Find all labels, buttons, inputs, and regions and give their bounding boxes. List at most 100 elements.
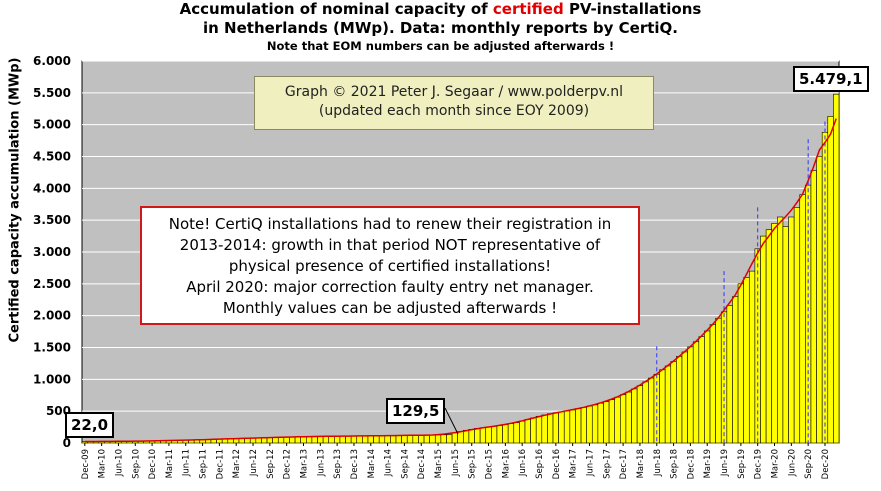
- bar: [429, 434, 436, 444]
- x-tick-label: Sep-19: [737, 449, 747, 479]
- bar: [614, 396, 621, 444]
- bar: [294, 436, 301, 444]
- bar: [434, 434, 442, 444]
- bar: [305, 436, 313, 444]
- bar: [418, 434, 425, 444]
- bar: [558, 411, 565, 444]
- bar: [446, 434, 453, 444]
- x-tick-label: Sep-10: [131, 449, 141, 479]
- bar: [799, 194, 806, 444]
- x-tick-label: Dec-19: [754, 449, 764, 479]
- y-tick-label: 1.000: [33, 372, 71, 386]
- x-tick-label: Mar-20: [771, 449, 781, 478]
- x-tick-label: Mar-14: [367, 449, 377, 478]
- bar: [339, 435, 346, 444]
- bar: [362, 435, 369, 444]
- bar: [485, 426, 492, 444]
- x-tick-label: Dec-10: [148, 449, 158, 479]
- bar: [541, 414, 548, 444]
- x-tick-label: Dec-20: [821, 449, 831, 479]
- bar: [704, 330, 711, 444]
- mid-label-pointer: [444, 407, 459, 435]
- x-tick-label: Jun-10: [114, 449, 124, 477]
- bar: [507, 423, 515, 444]
- bar: [463, 429, 470, 444]
- y-tick-label: 6.000: [33, 54, 71, 68]
- bar: [788, 216, 795, 444]
- first-value-label: 22,0: [65, 412, 115, 438]
- bar: [322, 436, 330, 444]
- bar: [816, 156, 823, 444]
- bar: [378, 435, 386, 444]
- note-line: Monthly values can be adjusted afterward…: [222, 299, 558, 317]
- bar: [390, 435, 397, 444]
- mid-value-label: 129,5: [386, 398, 446, 424]
- note-box: Note! CertiQ installations had to renew …: [140, 206, 640, 325]
- bar: [591, 404, 599, 444]
- bar: [289, 436, 296, 444]
- x-tick-label: Dec-17: [619, 449, 629, 479]
- bar: [631, 388, 638, 444]
- x-tick-label: Jun-13: [316, 449, 326, 477]
- bar: [479, 427, 487, 444]
- chart-title-line2: in Netherlands (MWp). Data: monthly repo…: [203, 19, 678, 37]
- last-value-label: 5.479,1: [793, 66, 869, 92]
- y-tick-label: 2.000: [33, 309, 71, 323]
- bar: [827, 116, 834, 444]
- bar: [474, 428, 481, 444]
- x-tick-label: Mar-19: [703, 449, 713, 478]
- credit-box: Graph © 2021 Peter J. Segaar / www.polde…: [254, 76, 654, 130]
- bar: [328, 435, 335, 444]
- x-tick-label: Jun-18: [653, 449, 663, 477]
- bar: [535, 415, 543, 444]
- bar: [384, 435, 391, 444]
- bar: [261, 437, 268, 444]
- bar: [491, 426, 498, 444]
- y-tick-label: 0: [63, 436, 71, 450]
- bar: [440, 434, 447, 444]
- y-tick-label: 3.500: [33, 213, 71, 227]
- x-tick-label: Sep-17: [602, 449, 612, 479]
- x-tick-label: Sep-14: [400, 449, 410, 479]
- x-tick-label: Sep-15: [468, 449, 478, 479]
- x-tick-label: Mar-10: [98, 449, 108, 478]
- x-tick-label: Dec-11: [215, 449, 225, 479]
- x-tick-label: Mar-16: [501, 449, 511, 478]
- y-tick-label: 1.500: [33, 341, 71, 355]
- x-tick-label: Jun-12: [249, 449, 259, 477]
- bar: [401, 435, 408, 444]
- bar: [732, 296, 739, 444]
- x-tick-label: Dec-12: [283, 449, 293, 479]
- bar: [519, 420, 526, 444]
- bar: [833, 93, 840, 444]
- bar: [373, 435, 380, 444]
- bar: [777, 216, 784, 444]
- x-tick-label: Dec-18: [686, 449, 696, 479]
- credit-line1: Graph © 2021 Peter J. Segaar / www.polde…: [284, 84, 624, 100]
- bar: [266, 437, 273, 444]
- x-tick-label: Dec-14: [417, 449, 427, 479]
- bar: [597, 402, 604, 444]
- x-tick-label: Jun-17: [585, 449, 595, 477]
- bar: [743, 277, 750, 444]
- x-tick-label: Dec-13: [350, 449, 360, 479]
- bar: [748, 270, 756, 444]
- bar: [334, 435, 341, 444]
- x-tick-label: Jun-11: [182, 449, 192, 477]
- y-tick-label: 3.000: [33, 245, 71, 259]
- bar: [659, 369, 666, 444]
- bar: [737, 283, 744, 444]
- bar: [810, 170, 817, 444]
- x-tick-label: Mar-12: [232, 449, 242, 478]
- note-line: Note! CertiQ installations had to renew …: [168, 215, 612, 233]
- bar: [603, 401, 610, 444]
- bar: [760, 235, 767, 444]
- bar: [524, 419, 531, 444]
- bar: [726, 305, 733, 444]
- bar: [782, 226, 789, 444]
- bar: [552, 412, 559, 444]
- bar: [664, 365, 672, 444]
- bar: [670, 361, 677, 444]
- bar: [395, 435, 402, 444]
- bar: [300, 436, 307, 444]
